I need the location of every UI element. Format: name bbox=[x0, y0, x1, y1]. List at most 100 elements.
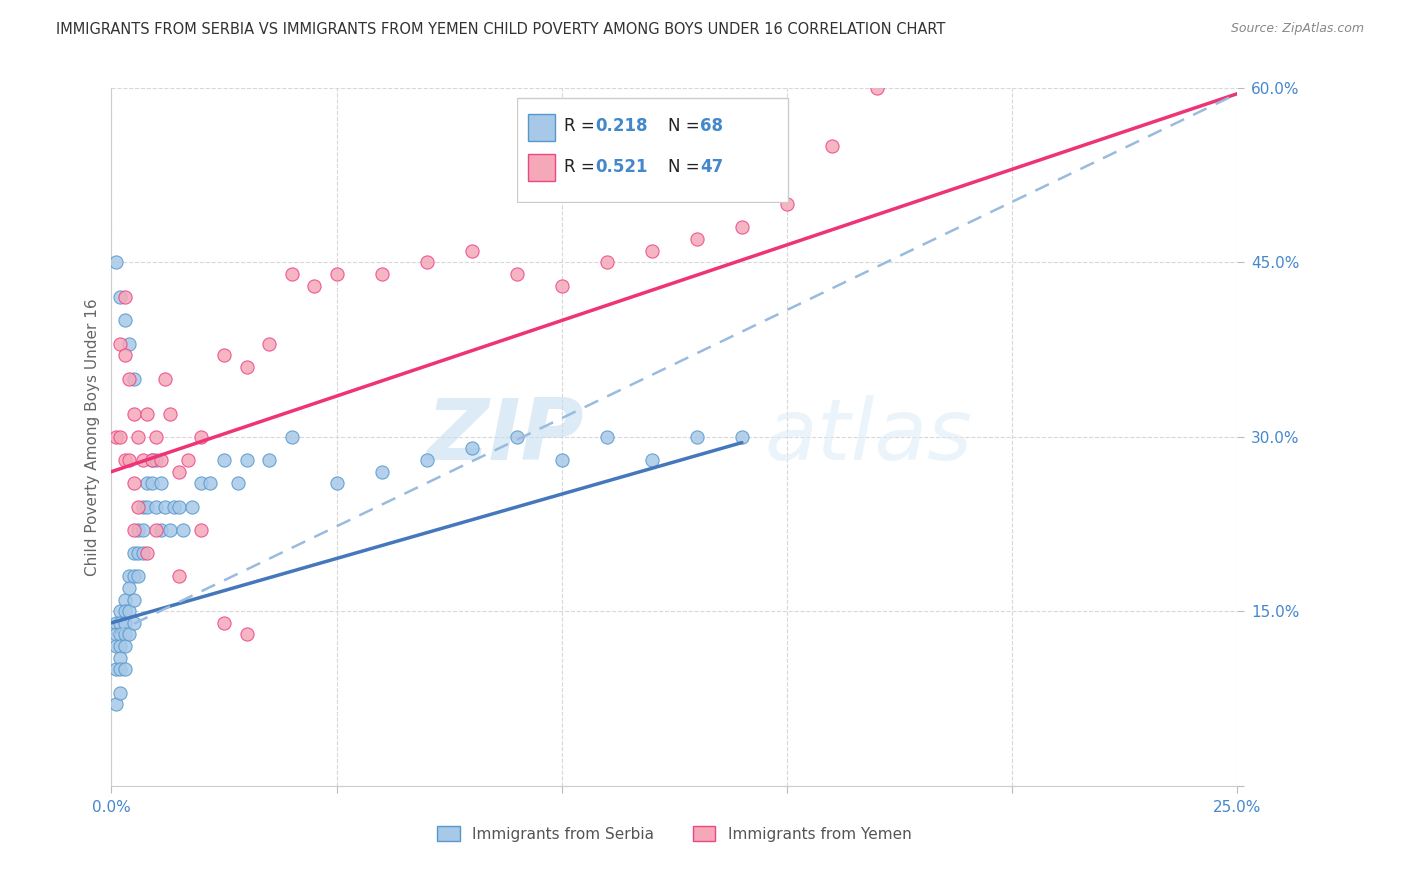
Point bbox=[181, 500, 204, 514]
Text: 0.521: 0.521 bbox=[595, 158, 648, 176]
Point bbox=[505, 267, 527, 281]
Point bbox=[122, 523, 145, 537]
Point bbox=[460, 244, 482, 258]
Point bbox=[212, 615, 235, 630]
Point bbox=[114, 348, 136, 362]
Point bbox=[118, 604, 141, 618]
Point bbox=[370, 465, 392, 479]
Point bbox=[149, 453, 172, 467]
Point bbox=[122, 592, 145, 607]
Point bbox=[731, 220, 754, 235]
Point bbox=[141, 476, 163, 491]
Point bbox=[127, 569, 149, 583]
Point bbox=[200, 476, 222, 491]
Point bbox=[110, 627, 132, 641]
Point bbox=[104, 430, 127, 444]
Point bbox=[110, 430, 132, 444]
Point bbox=[505, 430, 527, 444]
Point bbox=[370, 267, 392, 281]
Point bbox=[118, 569, 141, 583]
Point bbox=[110, 685, 132, 699]
Point bbox=[136, 500, 159, 514]
Point bbox=[596, 255, 619, 269]
Point bbox=[172, 523, 194, 537]
Point bbox=[122, 615, 145, 630]
Point bbox=[110, 604, 132, 618]
Point bbox=[212, 348, 235, 362]
Text: N =: N = bbox=[668, 117, 706, 135]
Point bbox=[114, 604, 136, 618]
Point bbox=[776, 197, 799, 211]
Point bbox=[136, 407, 159, 421]
Point bbox=[686, 232, 709, 246]
Point bbox=[114, 592, 136, 607]
Point bbox=[104, 639, 127, 653]
Point bbox=[177, 453, 200, 467]
Text: Source: ZipAtlas.com: Source: ZipAtlas.com bbox=[1230, 22, 1364, 36]
Point bbox=[167, 465, 190, 479]
Point bbox=[190, 430, 212, 444]
Point bbox=[132, 546, 155, 560]
Point bbox=[235, 627, 257, 641]
Point bbox=[136, 546, 159, 560]
Point bbox=[110, 615, 132, 630]
Legend: Immigrants from Serbia, Immigrants from Yemen: Immigrants from Serbia, Immigrants from … bbox=[432, 820, 918, 847]
Point bbox=[104, 698, 127, 712]
Point bbox=[114, 662, 136, 676]
Point bbox=[118, 371, 141, 385]
Point bbox=[226, 476, 249, 491]
Point bbox=[257, 336, 280, 351]
Point bbox=[235, 359, 257, 374]
Point bbox=[325, 267, 347, 281]
Point bbox=[127, 430, 149, 444]
Point bbox=[641, 244, 664, 258]
Text: ZIP: ZIP bbox=[426, 395, 585, 478]
Point bbox=[641, 453, 664, 467]
Point bbox=[104, 627, 127, 641]
Point bbox=[167, 500, 190, 514]
Point bbox=[159, 523, 181, 537]
Point bbox=[460, 442, 482, 456]
Point bbox=[118, 453, 141, 467]
Bar bbox=[527, 154, 555, 181]
Point bbox=[280, 267, 302, 281]
Point bbox=[110, 336, 132, 351]
Point bbox=[122, 407, 145, 421]
Point bbox=[159, 407, 181, 421]
Point bbox=[190, 523, 212, 537]
Point bbox=[155, 371, 177, 385]
Point bbox=[280, 430, 302, 444]
Point bbox=[122, 546, 145, 560]
Text: N =: N = bbox=[668, 158, 706, 176]
Point bbox=[149, 523, 172, 537]
Point bbox=[190, 476, 212, 491]
Point bbox=[127, 500, 149, 514]
Point bbox=[127, 546, 149, 560]
Point bbox=[136, 476, 159, 491]
Point bbox=[114, 290, 136, 304]
FancyBboxPatch shape bbox=[516, 97, 789, 202]
Point bbox=[114, 615, 136, 630]
Text: R =: R = bbox=[564, 117, 599, 135]
Point bbox=[110, 650, 132, 665]
Point bbox=[114, 639, 136, 653]
Point bbox=[104, 662, 127, 676]
Point bbox=[104, 615, 127, 630]
Point bbox=[122, 569, 145, 583]
Point bbox=[141, 453, 163, 467]
Point bbox=[104, 255, 127, 269]
Point bbox=[167, 569, 190, 583]
Point bbox=[132, 500, 155, 514]
Point bbox=[415, 255, 437, 269]
Text: 0.218: 0.218 bbox=[595, 117, 648, 135]
Point bbox=[141, 453, 163, 467]
Text: 47: 47 bbox=[700, 158, 723, 176]
Point bbox=[145, 523, 167, 537]
Point bbox=[114, 313, 136, 327]
Point bbox=[127, 523, 149, 537]
Point bbox=[163, 500, 186, 514]
Point bbox=[110, 290, 132, 304]
Point bbox=[114, 453, 136, 467]
Point bbox=[415, 453, 437, 467]
Y-axis label: Child Poverty Among Boys Under 16: Child Poverty Among Boys Under 16 bbox=[86, 298, 100, 575]
